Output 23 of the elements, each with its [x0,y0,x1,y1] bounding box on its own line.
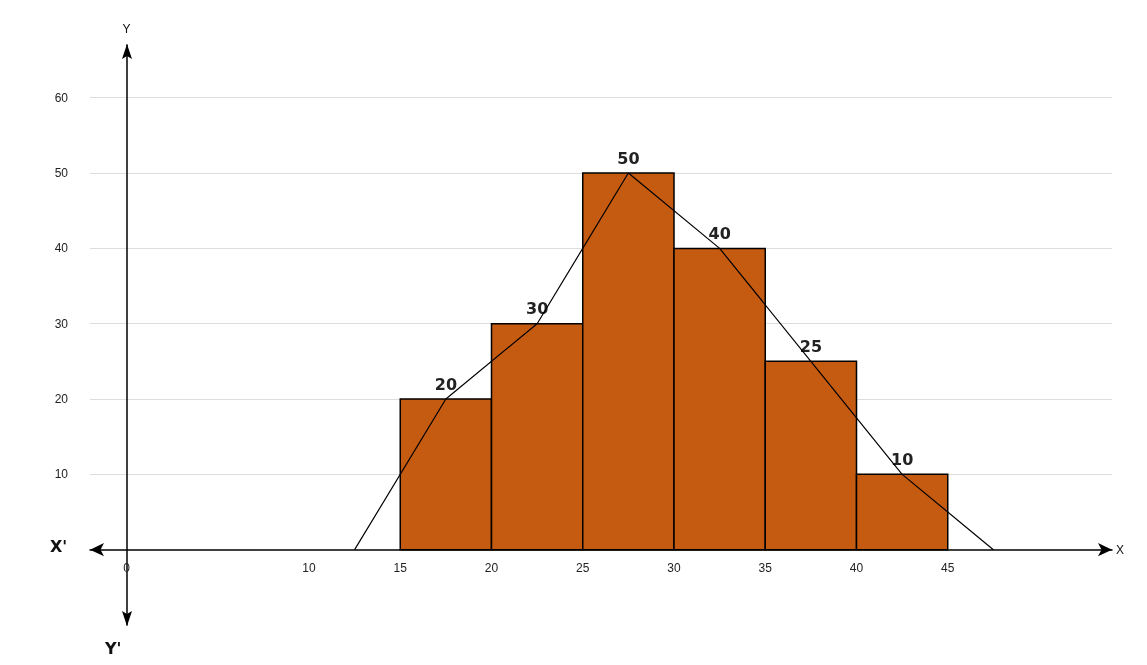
x-tick-label: 45 [941,560,955,575]
y-tick-label: 20 [54,392,69,407]
data-label: 10 [890,450,914,470]
data-label: 20 [434,374,458,394]
y-tick-label: 60 [54,90,69,105]
text: X' [50,536,68,556]
y-tick-label: 40 [54,241,69,256]
y-axis-title: Y [122,22,131,36]
y-tick-label: 50 [54,166,69,181]
x-tick-label: 40 [849,560,864,575]
x-axis-title: X [1116,542,1125,557]
x-tick-label: 15 [393,560,408,575]
y-tick-label: 10 [54,467,69,482]
x-tick-label: 20 [484,560,499,575]
data-label: 50 [617,148,640,168]
text: Y' [104,638,122,658]
y-tick-label: 30 [54,316,69,331]
x-tick-label: 30 [667,560,681,575]
data-label: 25 [799,337,823,357]
x-tick-label: 10 [302,560,316,575]
x-tick-label: 25 [576,560,590,575]
x-tick-label: 35 [758,560,773,575]
data-label: 40 [708,224,731,244]
